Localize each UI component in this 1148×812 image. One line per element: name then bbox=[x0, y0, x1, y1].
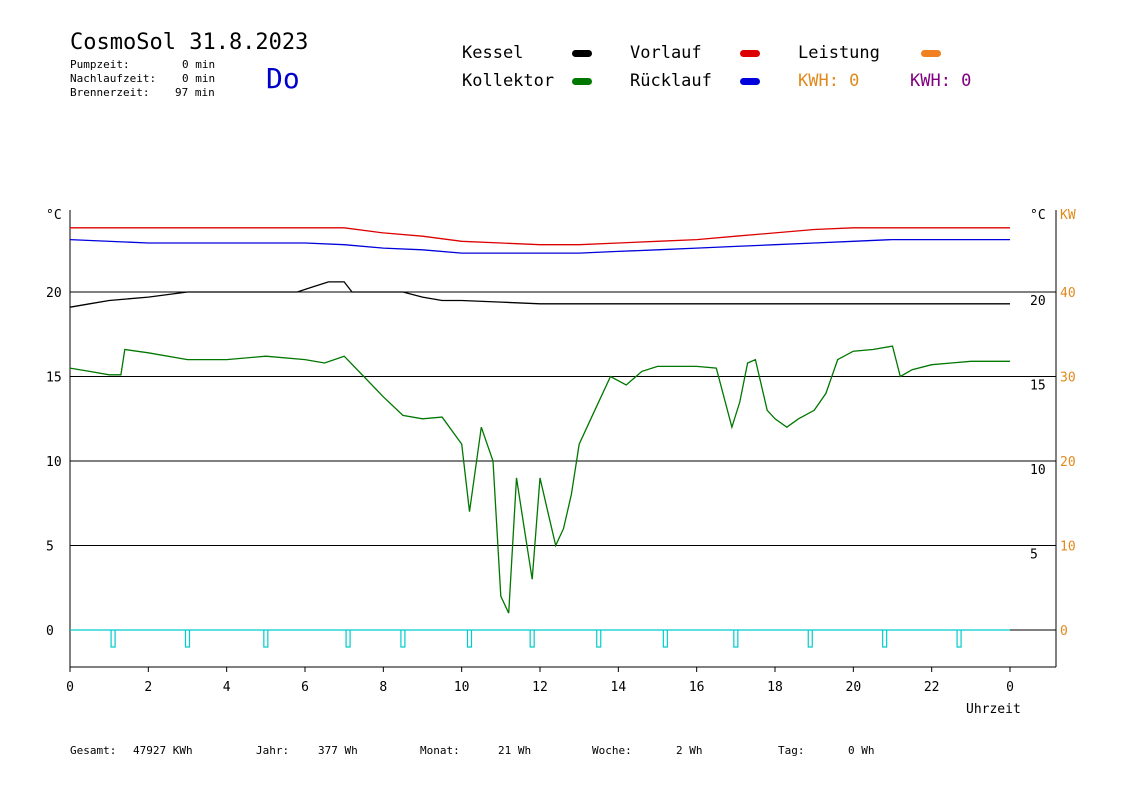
pump-pulse bbox=[184, 630, 191, 648]
x-tick-label: 18 bbox=[767, 680, 783, 695]
y-tick-label-left: 0 bbox=[46, 624, 54, 639]
stat-label-nachlaufzeit: Nachlaufzeit: bbox=[70, 72, 157, 85]
pump-pulse bbox=[466, 630, 473, 648]
stat-label-pumpzeit: Pumpzeit: bbox=[70, 58, 130, 71]
y-tick-label-left: 15 bbox=[46, 371, 62, 386]
pump-pulse bbox=[882, 630, 888, 648]
ruecklauf-line bbox=[69, 238, 1010, 254]
footer-value-gesamt: 47927 KWh bbox=[133, 744, 193, 757]
x-tick-label: 20 bbox=[846, 680, 862, 695]
stat-value-pumpzeit: 0 min bbox=[182, 58, 216, 71]
y-tick-label-kw: 40 bbox=[1060, 286, 1076, 301]
legend-ruecklauf-swatch bbox=[740, 78, 760, 85]
legend-kollektor-label: Kollektor bbox=[462, 71, 555, 91]
x-axis-label: Uhrzeit bbox=[966, 702, 1021, 717]
right-axis-unit: °C bbox=[1030, 208, 1046, 223]
page-title: CosmoSol 31.8.2023 bbox=[70, 30, 309, 55]
footer-value-jahr: 377 Wh bbox=[318, 744, 358, 757]
pump-pulse bbox=[596, 630, 602, 648]
left-axis-unit: °C bbox=[46, 208, 62, 223]
x-tick-label: 4 bbox=[223, 680, 231, 695]
legend-leistung-label: Leistung bbox=[798, 43, 880, 63]
pump-pulse bbox=[807, 630, 813, 648]
x-tick-label: 0 bbox=[1006, 680, 1014, 695]
footer-label-woche: Woche: bbox=[592, 744, 632, 757]
x-tick-label: 16 bbox=[689, 680, 705, 695]
vorlauf-line bbox=[70, 227, 1010, 246]
legend-kessel-swatch bbox=[572, 50, 592, 57]
footer-label-tag: Tag: bbox=[778, 744, 805, 757]
x-tick-label: 6 bbox=[301, 680, 309, 695]
day-label: Do bbox=[266, 62, 300, 95]
y-tick-label-left: 20 bbox=[46, 286, 62, 301]
legend-vorlauf-label: Vorlauf bbox=[630, 43, 702, 63]
footer-label-gesamt: Gesamt: bbox=[70, 744, 117, 757]
y-tick-label-left: 5 bbox=[46, 540, 54, 555]
y-tick-label-kw: 0 bbox=[1060, 624, 1068, 639]
pump-pulse bbox=[110, 630, 116, 648]
y-tick-label-kw: 30 bbox=[1060, 371, 1076, 386]
footer-label-jahr: Jahr: bbox=[256, 744, 290, 757]
legend-kollektor-swatch bbox=[572, 78, 592, 85]
x-tick-label: 10 bbox=[454, 680, 470, 695]
x-tick-label: 8 bbox=[379, 680, 387, 695]
kollektor-line bbox=[69, 345, 1010, 614]
legend-vorlauf-swatch bbox=[740, 50, 760, 57]
pump-pulse bbox=[529, 630, 535, 648]
legend-leistung-swatch bbox=[921, 50, 941, 57]
right-axis-unit-kw: KW bbox=[1060, 208, 1076, 223]
x-tick-label: 22 bbox=[924, 680, 940, 695]
legend-kwh-leistung: KWH: 0 bbox=[798, 71, 860, 91]
stat-label-brennerzeit: Brennerzeit: bbox=[70, 86, 150, 99]
footer-label-monat: Monat: bbox=[420, 744, 460, 757]
y-tick-label-right: 10 bbox=[1030, 463, 1046, 478]
stat-value-brennerzeit: 97 min bbox=[175, 86, 215, 99]
y-tick-label-kw: 10 bbox=[1060, 540, 1076, 555]
pump-pulse bbox=[733, 630, 739, 648]
y-tick-label-right: 20 bbox=[1030, 294, 1046, 309]
legend-kwh-secondary: KWH: 0 bbox=[910, 71, 972, 91]
pump-pulse bbox=[345, 630, 351, 648]
pump-pulse bbox=[662, 630, 668, 648]
x-tick-label: 0 bbox=[66, 680, 74, 695]
kessel-line bbox=[69, 281, 1010, 308]
x-tick-label: 2 bbox=[144, 680, 152, 695]
footer-value-monat: 21 Wh bbox=[498, 744, 532, 757]
pump-pulse bbox=[956, 630, 962, 648]
y-tick-label-left: 10 bbox=[46, 455, 62, 470]
legend-ruecklauf-label: Rücklauf bbox=[630, 71, 712, 91]
pump-pulse bbox=[263, 630, 269, 648]
x-tick-label: 12 bbox=[532, 680, 548, 695]
y-tick-label-kw: 20 bbox=[1060, 455, 1076, 470]
footer-value-tag: 0 Wh bbox=[848, 744, 875, 757]
footer-value-woche: 2 Wh bbox=[676, 744, 703, 757]
y-tick-label-right: 15 bbox=[1030, 379, 1046, 394]
x-tick-label: 14 bbox=[611, 680, 627, 695]
pump-pulse bbox=[400, 630, 406, 648]
legend-kessel-label: Kessel bbox=[462, 43, 524, 63]
stat-value-nachlaufzeit: 0 min bbox=[182, 72, 216, 85]
y-tick-label-right: 5 bbox=[1030, 548, 1038, 563]
